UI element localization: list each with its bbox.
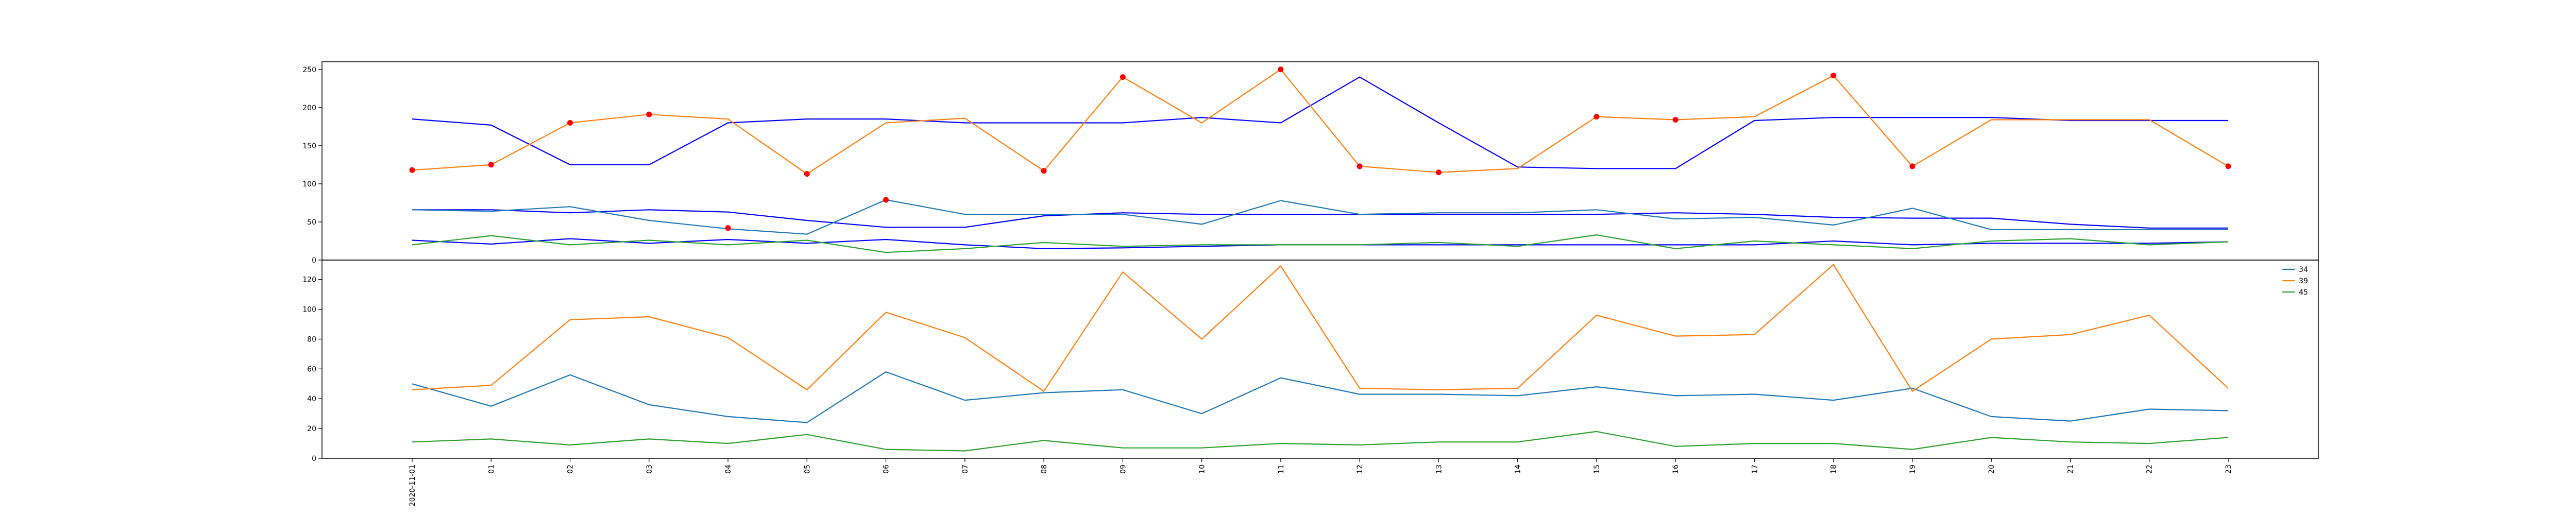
panel-1-y-tick-label: 200 xyxy=(302,104,316,112)
x-tick-label: 22 xyxy=(2146,465,2154,474)
x-tick-label: 23 xyxy=(2225,465,2233,474)
panel-2-series-line-45 xyxy=(412,431,2229,452)
panel-1-marker-point xyxy=(1909,163,1916,169)
x-tick-label: 07 xyxy=(961,465,970,474)
panel-2-y-tick-label: 20 xyxy=(307,425,316,433)
x-tick-label: 08 xyxy=(1040,465,1048,474)
panel-1-series-line-6 xyxy=(412,234,2229,253)
panel-2-series-line-39 xyxy=(412,264,2229,392)
panel-1-marker-point xyxy=(2225,163,2231,169)
panel-1-series-line-1 xyxy=(412,76,2228,169)
x-tick-label: 10 xyxy=(1198,465,1207,474)
panel-1-marker-point xyxy=(1357,163,1363,169)
x-tick-label: 03 xyxy=(646,465,654,474)
x-tick-label: 05 xyxy=(803,465,811,474)
panel-1-y-tick-label: 100 xyxy=(302,180,316,188)
panel-2-series-line-34 xyxy=(412,371,2229,423)
panel-1-y-tick-label: 250 xyxy=(302,66,316,74)
panel-1-series-line-2 xyxy=(412,209,2228,229)
x-tick-label: 06 xyxy=(883,465,891,474)
x-tick-label: 15 xyxy=(1593,465,1601,474)
panel-2-y-tick-label: 0 xyxy=(312,455,316,463)
legend-label-39: 39 xyxy=(2299,277,2308,285)
x-tick-label: 11 xyxy=(1277,465,1285,474)
x-tick-label: 16 xyxy=(1672,465,1680,474)
panel-2-y-tick-label: 120 xyxy=(302,276,316,284)
panel-1-marker-point xyxy=(1435,169,1442,176)
panel-1-marker-point xyxy=(725,225,731,231)
panel-1-marker-point xyxy=(1041,168,1047,174)
x-tick-label: 04 xyxy=(724,465,733,474)
x-tick-label: 20 xyxy=(1988,465,1996,474)
x-tick-label: 2020-11-01 xyxy=(409,465,417,506)
panel-1-marker-point xyxy=(567,119,573,126)
panel-1-y-tick-label: 50 xyxy=(307,218,316,227)
panel-1-series-line-5 xyxy=(412,199,2228,235)
panel-1-marker-point xyxy=(804,171,810,177)
x-tick-label: 01 xyxy=(487,465,496,474)
x-tick-label: 02 xyxy=(567,465,575,474)
x-tick-label: 19 xyxy=(1909,465,1917,474)
panel-1-marker-point xyxy=(409,167,415,173)
x-tick-label: 13 xyxy=(1435,465,1443,474)
panel-1-y-tick-label: 150 xyxy=(302,142,316,150)
panel-1-marker-point xyxy=(1672,117,1679,123)
panel-2-frame xyxy=(321,260,2319,459)
panel-1-marker-point xyxy=(1278,66,1284,73)
x-tick-label: 14 xyxy=(1514,465,1522,474)
x-tick-label: 21 xyxy=(2066,465,2075,474)
x-tick-label: 18 xyxy=(1830,465,1838,474)
panel-1-marker-point xyxy=(1594,114,1600,120)
panel-1-marker-point xyxy=(1120,74,1126,80)
panel-1-series-line-4 xyxy=(412,68,2229,175)
panel-2-y-tick-label: 40 xyxy=(307,395,316,403)
panel-1-marker-point xyxy=(646,111,652,117)
panel-2-y-tick-label: 60 xyxy=(307,365,316,373)
panel-1-marker-point xyxy=(1831,73,1837,79)
panel-2-y-tick-label: 100 xyxy=(302,306,316,314)
legend-label-45: 45 xyxy=(2299,288,2308,297)
panel-1-marker-point xyxy=(488,162,494,168)
panel-2-y-tick-label: 80 xyxy=(307,335,316,344)
x-tick-label: 09 xyxy=(1119,465,1127,474)
panel-1-marker-point xyxy=(883,197,889,203)
x-tick-label: 17 xyxy=(1751,465,1759,474)
x-tick-label: 12 xyxy=(1356,465,1364,474)
panel-1-y-tick-label: 0 xyxy=(312,256,316,265)
legend-label-34: 34 xyxy=(2299,266,2308,274)
